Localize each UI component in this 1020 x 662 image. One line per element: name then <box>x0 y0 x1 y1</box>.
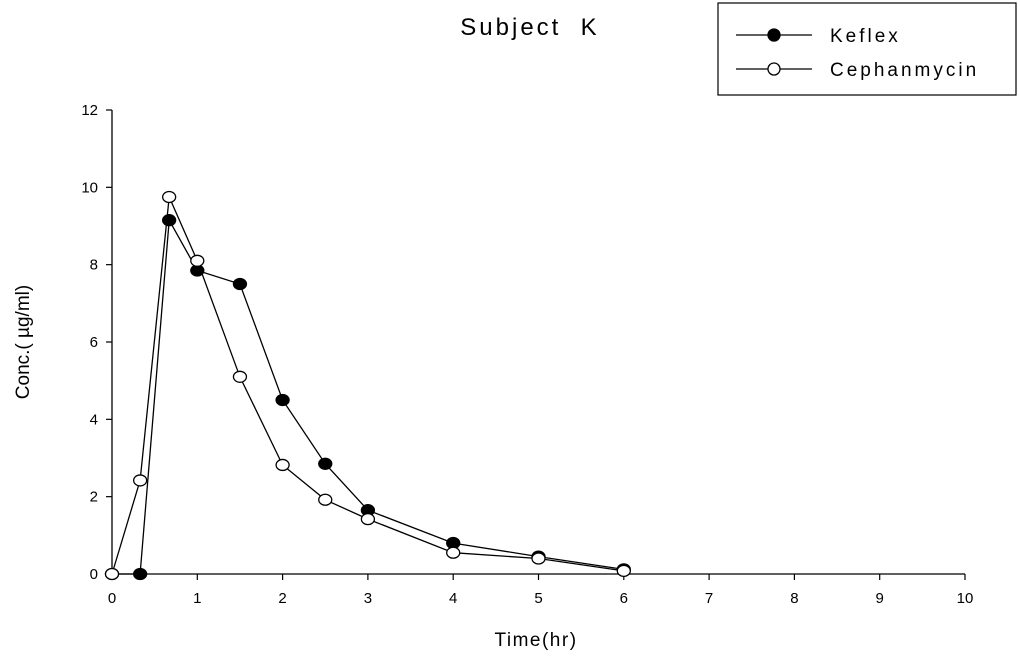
legend-box <box>717 2 1017 96</box>
y-tick-label: 10 <box>81 179 98 196</box>
legend-label-cephanmycin: Cephanmycin <box>830 60 979 81</box>
data-point-cephanmycin <box>275 458 290 472</box>
y-tick-label: 6 <box>90 334 98 351</box>
data-point-keflex <box>132 567 148 581</box>
x-tick-label: 2 <box>278 590 286 607</box>
data-point-keflex <box>162 214 177 227</box>
x-tick-label: 1 <box>193 590 201 607</box>
data-point-cephanmycin <box>190 254 205 267</box>
x-tick-label: 6 <box>620 590 628 607</box>
x-tick-label: 10 <box>957 590 974 607</box>
data-point-cephanmycin <box>360 512 376 526</box>
data-point-cephanmycin <box>132 474 148 487</box>
data-point-cephanmycin <box>616 564 631 578</box>
x-tick-label: 0 <box>108 590 116 607</box>
legend-marker-keflex <box>767 28 781 42</box>
chart-title: Subject K <box>460 14 599 41</box>
y-tick-label: 12 <box>81 102 98 119</box>
data-point-keflex <box>318 457 333 470</box>
legend-marker-cephanmycin <box>767 62 781 76</box>
legend: Keflex Cephanmycin <box>717 2 1017 96</box>
series-layer <box>104 190 631 581</box>
x-tick-label: 5 <box>534 590 542 607</box>
data-point-cephanmycin <box>531 552 546 565</box>
data-point-cephanmycin <box>232 370 248 383</box>
x-tick-label: 3 <box>364 590 372 607</box>
data-point-cephanmycin <box>446 546 461 559</box>
data-point-cephanmycin <box>318 493 333 506</box>
y-tick-label: 8 <box>90 257 98 274</box>
x-tick-label: 4 <box>449 590 457 607</box>
series-cephanmycin <box>104 190 631 581</box>
data-point-keflex <box>232 277 248 291</box>
x-axis-label: Time(hr) <box>494 630 577 651</box>
x-tick-label: 9 <box>876 590 884 607</box>
y-tick-label: 0 <box>90 566 98 583</box>
x-tick-label: 7 <box>705 590 713 607</box>
legend-label-keflex: Keflex <box>830 26 901 47</box>
y-axis-label: Conc.( µg/ml) <box>13 285 34 399</box>
data-point-keflex <box>275 393 290 407</box>
data-point-cephanmycin <box>162 190 177 204</box>
x-tick-label: 8 <box>790 590 798 607</box>
data-point-cephanmycin <box>104 567 120 581</box>
y-tick-label: 2 <box>90 489 98 506</box>
y-tick-label: 4 <box>90 411 98 428</box>
